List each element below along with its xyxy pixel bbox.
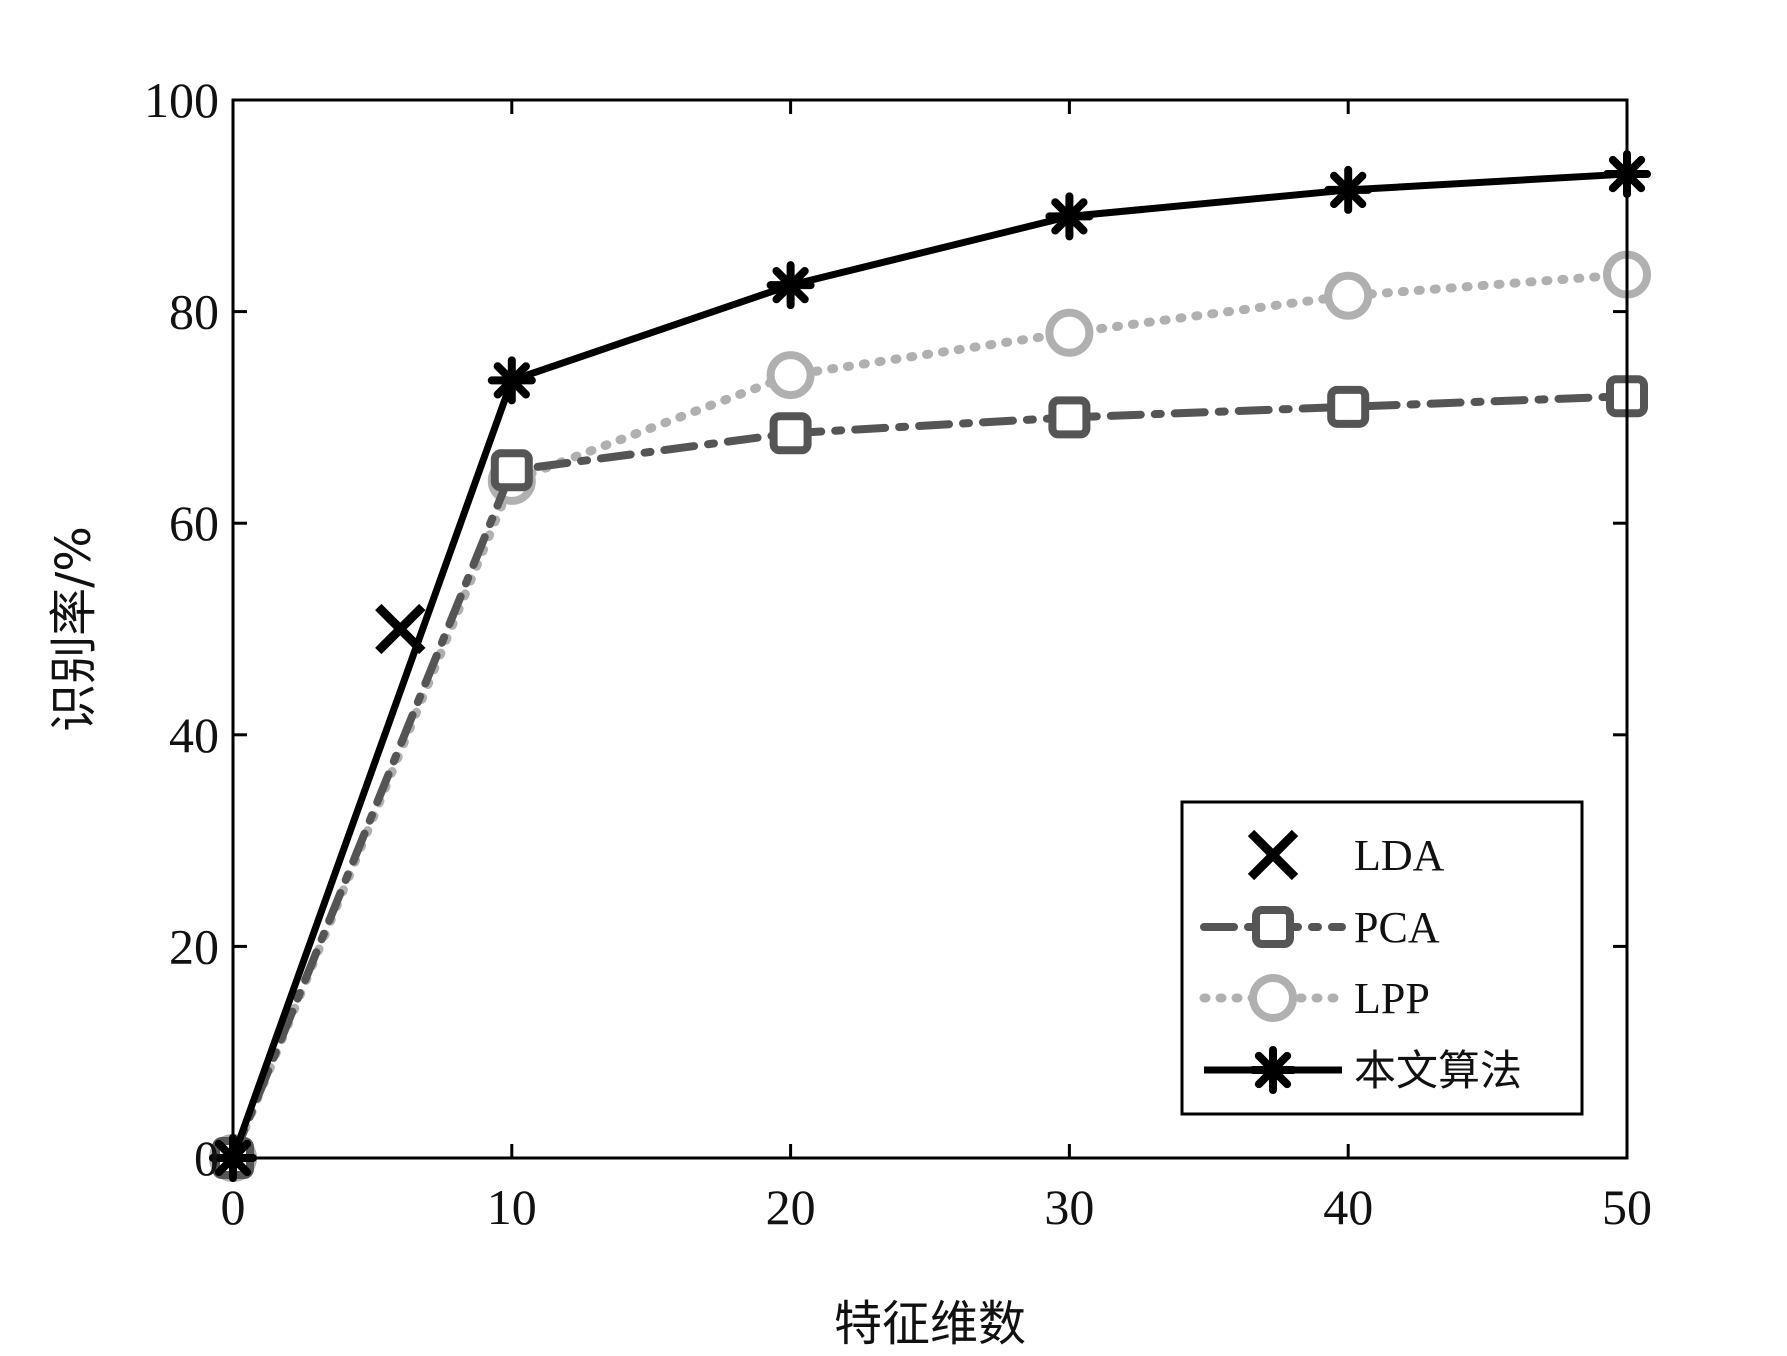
data-point bbox=[1045, 308, 1094, 357]
x-tick-label: 30 bbox=[1044, 1179, 1094, 1235]
data-point bbox=[1324, 271, 1373, 320]
data-point bbox=[1045, 192, 1094, 241]
legend-label: LDA bbox=[1354, 831, 1445, 880]
legend-entry: LDA bbox=[1247, 829, 1445, 881]
legend-entry: PCA bbox=[1200, 903, 1440, 952]
legend-entry: 本文算法 bbox=[1204, 1046, 1522, 1095]
legend: LDA PCA LPP 本文算法 bbox=[1180, 800, 1584, 1116]
data-point bbox=[769, 412, 812, 455]
x-tick-label: 50 bbox=[1602, 1179, 1652, 1235]
series-lda bbox=[375, 603, 426, 655]
y-tick-label: 20 bbox=[169, 918, 219, 974]
legend-marker bbox=[1252, 906, 1294, 948]
legend-box bbox=[1180, 800, 1584, 1116]
y-tick-label: 40 bbox=[169, 707, 219, 763]
data-point bbox=[1324, 165, 1373, 214]
data-point bbox=[1048, 396, 1091, 439]
data-point bbox=[1327, 385, 1370, 428]
y-tick-label: 80 bbox=[169, 284, 219, 340]
data-point bbox=[766, 351, 815, 400]
tick-layer: 0 10 20 30 40 50 0 20 40 60 80 100 bbox=[144, 72, 1652, 1235]
legend-marker bbox=[1247, 829, 1299, 881]
data-point bbox=[490, 449, 533, 492]
series-line bbox=[229, 170, 1628, 1160]
legend-label: 本文算法 bbox=[1354, 1046, 1522, 1095]
legend-marker bbox=[1249, 974, 1297, 1022]
legend-label: LPP bbox=[1354, 974, 1430, 1023]
legend-label: PCA bbox=[1354, 903, 1440, 952]
x-tick-label: 10 bbox=[487, 1179, 537, 1235]
legend-marker bbox=[1249, 1046, 1297, 1094]
legend-entry: LPP bbox=[1199, 974, 1430, 1023]
x-tick-label: 0 bbox=[221, 1179, 246, 1235]
plot-frame bbox=[231, 98, 1629, 1160]
series-line bbox=[229, 392, 1631, 1162]
series-line bbox=[228, 270, 1632, 1163]
y-tick-label: 0 bbox=[194, 1130, 219, 1186]
data-point bbox=[766, 261, 815, 310]
x-axis-title: 特征维数 bbox=[834, 1296, 1026, 1352]
x-tick-label: 20 bbox=[766, 1179, 816, 1235]
data-point bbox=[487, 356, 536, 405]
x-tick-label: 40 bbox=[1323, 1179, 1373, 1235]
y-tick-label: 60 bbox=[169, 495, 219, 551]
y-tick-label: 100 bbox=[144, 72, 219, 128]
y-axis-title: 识别率/% bbox=[46, 526, 102, 732]
data-point bbox=[375, 603, 426, 655]
